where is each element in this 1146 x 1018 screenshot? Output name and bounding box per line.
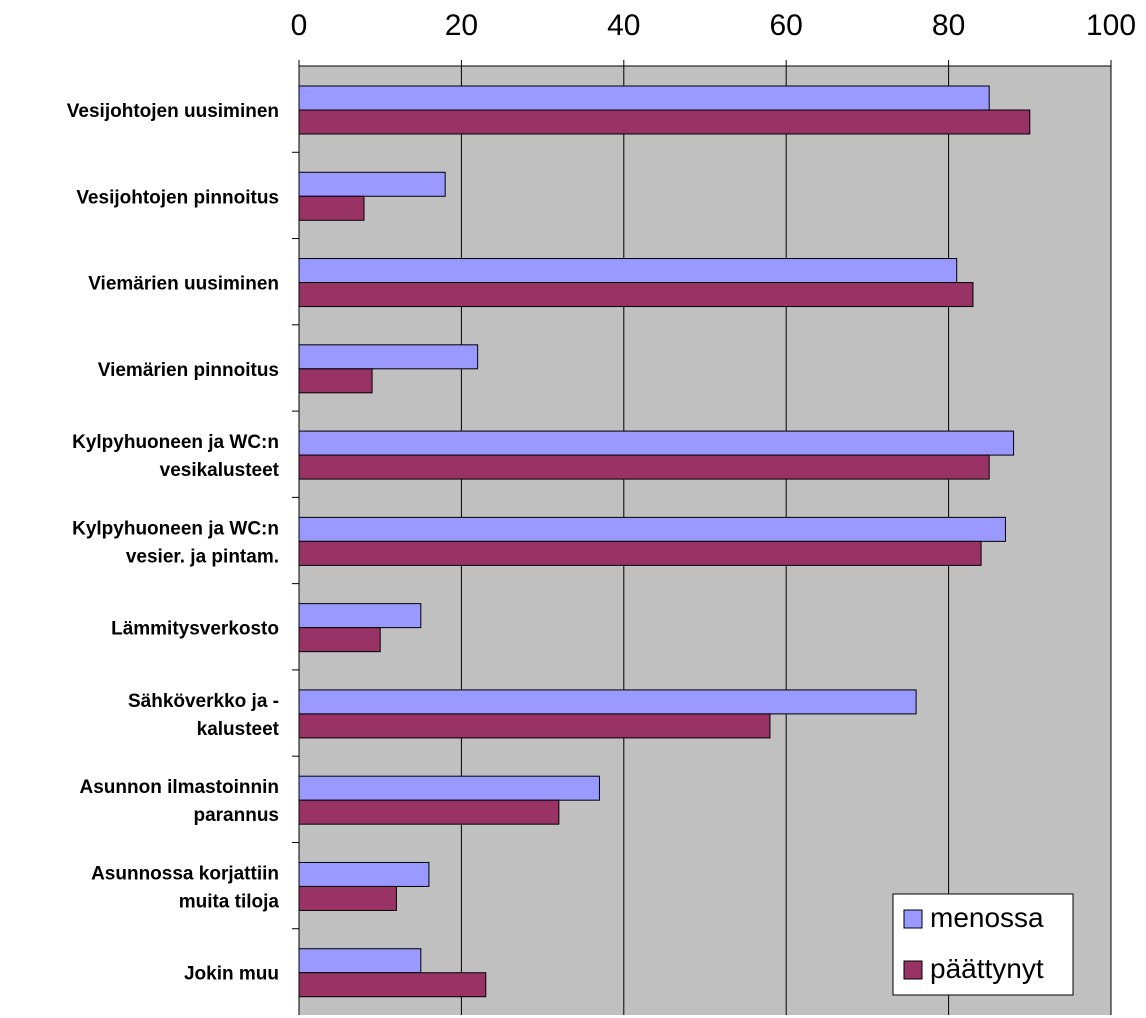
category-labels: Vesijohtojen uusiminen Vesijohtojen pinno…: [67, 101, 280, 985]
x-tick-label: 80: [932, 9, 965, 42]
category-label: Jokin muu: [184, 964, 279, 985]
bar-päättynyt: [298, 540, 982, 566]
legend-box: [892, 893, 1074, 996]
bar-menossa: [298, 775, 600, 801]
legend-swatch: [903, 909, 923, 929]
x-tick-label: 100: [1086, 9, 1136, 42]
bar-päättynyt: [298, 368, 373, 394]
category-label: Vesijohtojen pinnoitus: [76, 187, 279, 208]
category-label: Kylpyhuoneen ja WC:n vesikalusteet: [72, 432, 280, 481]
x-tick-label: 40: [607, 9, 640, 42]
bar-päättynyt: [298, 713, 771, 739]
category-label: Asunnon ilmastoinnin parannus: [80, 777, 280, 826]
bar-menossa: [298, 861, 430, 887]
bars: [298, 85, 1031, 998]
legend-label: menossa: [930, 902, 1044, 933]
category-label: Vesijohtojen uusiminen: [67, 101, 279, 122]
bar-päättynyt: [298, 627, 381, 653]
bar-menossa: [298, 948, 422, 974]
bar-päättynyt: [298, 885, 397, 911]
bar-menossa: [298, 516, 1006, 542]
bar-menossa: [298, 85, 990, 111]
bar-menossa: [298, 603, 422, 629]
bar-menossa: [298, 258, 958, 284]
category-label: Viemärien uusiminen: [88, 274, 279, 295]
bar-päättynyt: [298, 972, 487, 998]
bar-menossa: [298, 171, 446, 197]
bar-päättynyt: [298, 109, 1031, 135]
category-label: Lämmitysverkosto: [111, 619, 279, 640]
bar-menossa: [298, 430, 1015, 456]
legend: menossa päättynyt: [892, 893, 1074, 996]
category-label: Sähköverkko ja -kalusteet: [128, 691, 280, 740]
bar-menossa: [298, 344, 479, 370]
category-label: Kylpyhuoneen ja WC:n vesier. ja pintam.: [72, 518, 279, 567]
bar-päättynyt: [298, 195, 365, 221]
legend-swatch: [903, 960, 923, 980]
x-tick-label: 20: [445, 9, 478, 42]
category-label: Viemärien pinnoitus: [98, 360, 279, 381]
x-tick-labels: 0 20 40 60 80 100: [291, 9, 1136, 42]
bar-menossa: [298, 689, 917, 715]
legend-label: päättynyt: [930, 953, 1044, 984]
x-tick-label: 0: [291, 9, 308, 42]
bar-päättynyt: [298, 454, 990, 480]
x-tick-label: 60: [770, 9, 803, 42]
bar-päättynyt: [298, 282, 974, 308]
axes: [292, 60, 1112, 1015]
category-label: Asunnossa korjattiin muita tiloja: [91, 863, 279, 912]
bar-päättynyt: [298, 799, 560, 825]
